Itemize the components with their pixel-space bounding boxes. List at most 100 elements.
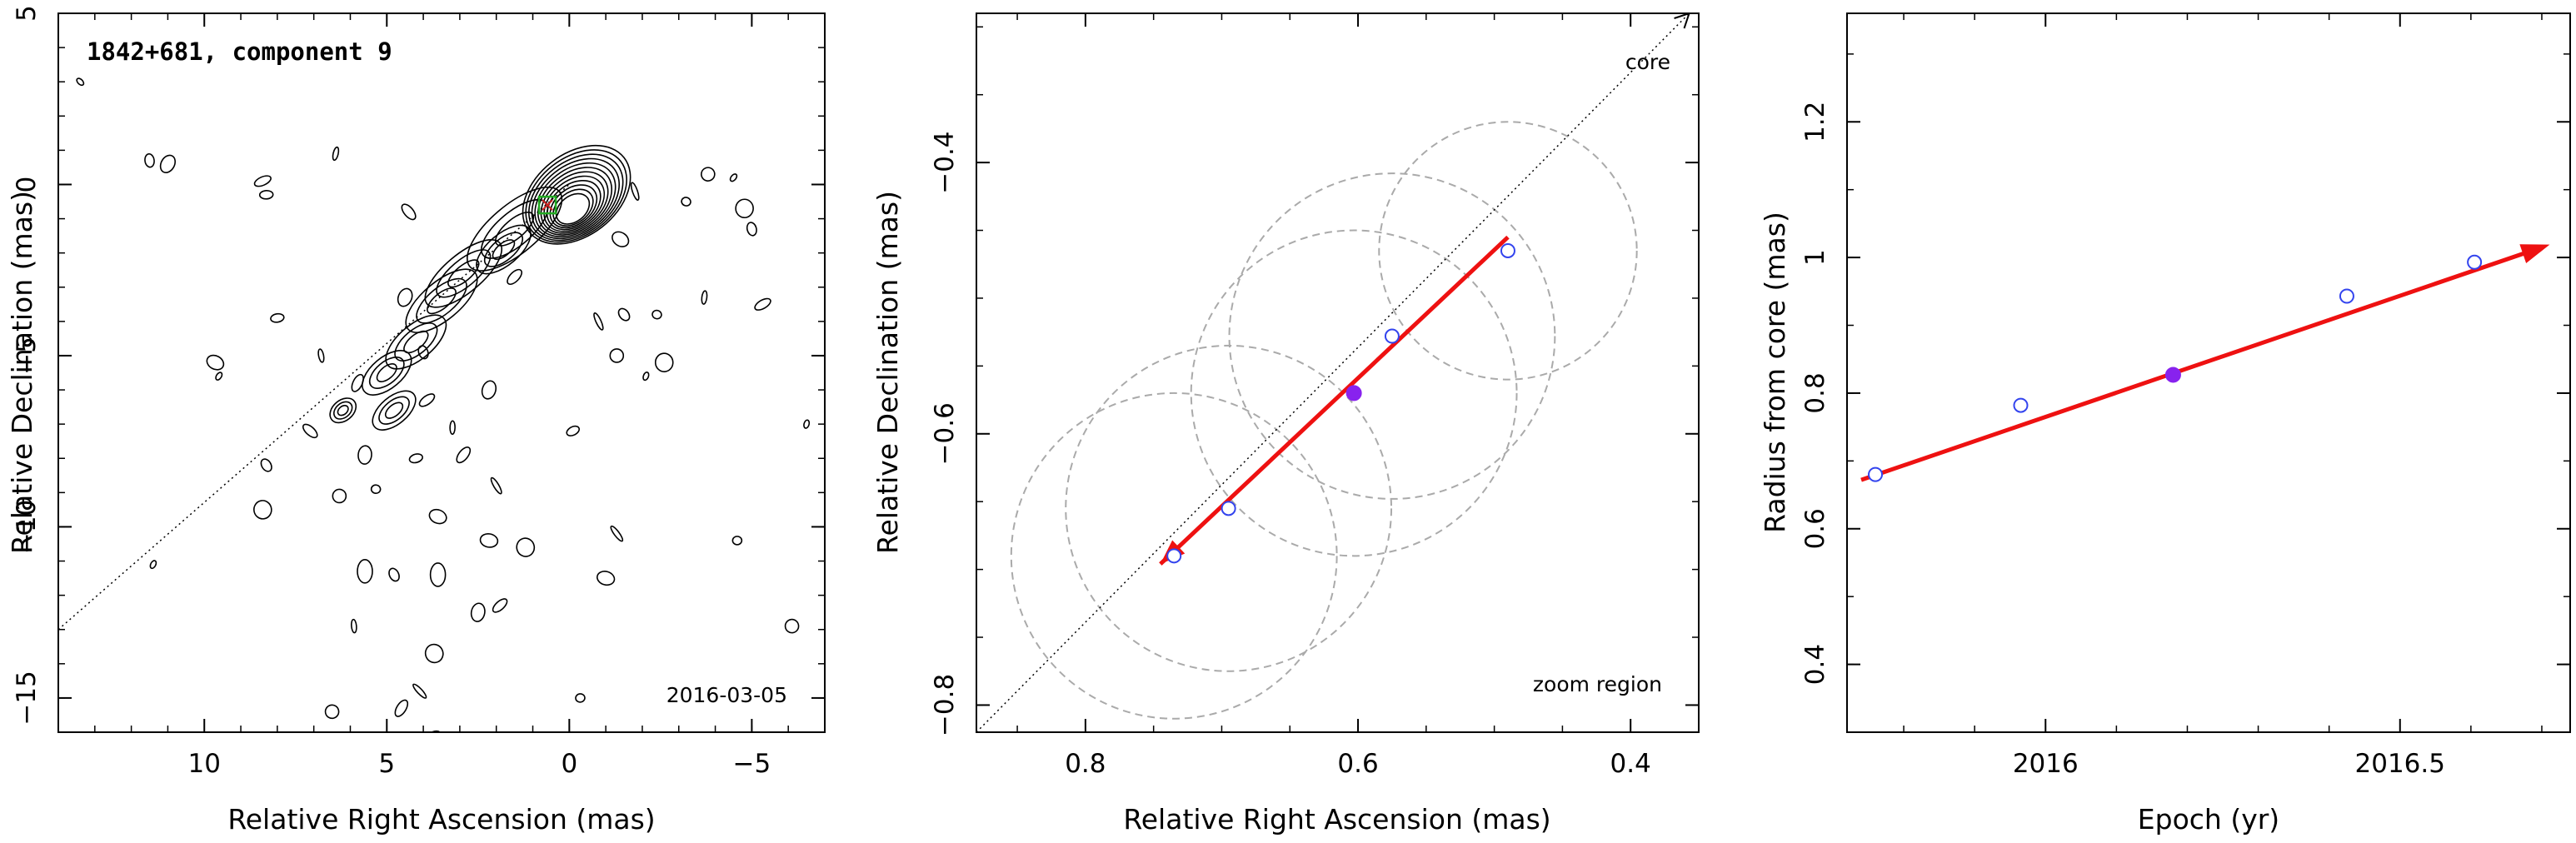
epoch-point: [1384, 328, 1400, 344]
noise-contour: [370, 484, 382, 495]
plot-frame: [976, 12, 1700, 733]
noise-contour: [479, 532, 499, 548]
noise-contour: [642, 372, 650, 382]
tick-marks: [976, 13, 1700, 732]
plot-frame: [1846, 12, 2571, 733]
x-axis-label: Relative Right Ascension (mas): [1123, 803, 1550, 836]
noise-contour: [746, 222, 757, 237]
noise-contour: [424, 643, 444, 664]
jet-axis-line: [976, 13, 1690, 732]
noise-contour: [76, 77, 85, 87]
jet-contour: [368, 357, 405, 389]
noise-contour: [575, 693, 586, 703]
noise-contour: [258, 189, 274, 200]
noise-contour: [215, 372, 223, 381]
jet-contour: [403, 330, 429, 354]
noise-contour: [332, 146, 340, 162]
y-tick-label: −5: [12, 337, 42, 375]
noise-contour: [507, 268, 523, 286]
y-tick-label: 0.8: [1800, 372, 1830, 413]
jet-contour: [372, 390, 417, 431]
core-contour: [525, 149, 627, 243]
tick-marks: [57, 12, 826, 733]
y-tick-label: −15: [12, 671, 42, 725]
noise-contour: [206, 354, 225, 371]
epoch-point: [2013, 397, 2029, 413]
y-axis-label: Relative Declination (mas): [6, 191, 38, 554]
noise-contour: [609, 348, 625, 363]
y-tick-label: −0.8: [930, 674, 960, 736]
noise-contour: [350, 618, 357, 634]
jet-contour: [447, 259, 480, 288]
noise-contour: [144, 152, 155, 168]
core-annotation: core: [1625, 50, 1670, 74]
x-tick-label: 0: [561, 749, 577, 779]
noise-contour: [302, 423, 318, 439]
noise-contour: [610, 525, 624, 542]
epoch-point: [2467, 254, 2483, 270]
noise-contour: [597, 571, 616, 586]
panel-zoom: 0.8 0.6 0.4 −0.4 −0.6 −0.8 core zoom region R…: [871, 12, 1700, 836]
noise-contour: [803, 419, 811, 429]
y-tick-label: 0.6: [1800, 508, 1830, 549]
noise-contour: [630, 182, 640, 201]
epoch-point: [1221, 501, 1236, 516]
core-contour: [537, 167, 613, 236]
x-tick-label: 2016: [2013, 749, 2079, 779]
uncertainty-circle: [1190, 229, 1518, 557]
jet-contour: [376, 363, 397, 382]
noise-contour: [253, 500, 272, 520]
y-tick-label: −0.4: [930, 131, 960, 193]
noise-contour: [317, 348, 325, 363]
jet-contour: [384, 402, 404, 419]
tick-marks: [1847, 13, 2570, 733]
y-tick-label: −10: [12, 500, 42, 554]
jet-contour: [362, 350, 412, 396]
component-marker: [537, 195, 557, 215]
noise-contour: [418, 393, 436, 407]
jet-contour: [329, 397, 357, 424]
current-epoch-point: [1345, 385, 1362, 402]
epoch-point: [1166, 548, 1182, 564]
y-tick-label: 0.4: [1800, 644, 1830, 685]
jet-contour: [476, 224, 532, 275]
noise-contour: [731, 536, 743, 546]
jet-contour: [416, 277, 467, 324]
panel-radius: 2016 2016.5 0.4 0.6 0.8 1 1.2 Epoch (yr) Radiu…: [1759, 12, 2571, 836]
noise-contour: [270, 312, 285, 323]
x-tick-label: 0.6: [1337, 749, 1378, 779]
noise-contour: [593, 312, 604, 331]
noise-contour: [754, 297, 771, 311]
core-contour: [552, 188, 594, 227]
y-tick-label: 0: [12, 177, 42, 193]
date-label: 2016-03-05: [666, 683, 787, 707]
noise-contour: [784, 618, 800, 634]
core-direction-arrowhead: [1674, 13, 1690, 29]
x-axis-label: Relative Right Ascension (mas): [227, 803, 655, 836]
jet-contour: [467, 186, 563, 272]
x-tick-label: 5: [378, 749, 395, 779]
noise-contour: [397, 287, 413, 307]
y-tick-label: 1: [1800, 249, 1830, 266]
noise-contour: [357, 445, 372, 465]
core-contour: [528, 153, 624, 242]
y-tick-label: 5: [12, 5, 42, 22]
jet-contour: [378, 396, 410, 425]
x-tick-label: 10: [188, 749, 221, 779]
panel-image: 10 5 0 −5 5 0 −5 −10 −15 1842+681, component 9 2…: [6, 5, 826, 836]
noise-contour: [428, 508, 447, 525]
jet-contour: [394, 322, 438, 362]
noise-contour: [456, 446, 472, 464]
noise-contour: [149, 560, 157, 570]
noise-contour: [351, 373, 364, 392]
jet-contour: [495, 212, 535, 247]
fit-line: [1860, 245, 2543, 482]
core-contour: [531, 157, 620, 240]
noise-contour: [701, 167, 716, 182]
panel-title: 1842+681, component 9: [87, 37, 392, 66]
jet-contour: [424, 239, 503, 308]
noise-contour: [357, 559, 373, 584]
uncertainty-circle: [1228, 172, 1556, 500]
noise-contour: [516, 537, 536, 557]
